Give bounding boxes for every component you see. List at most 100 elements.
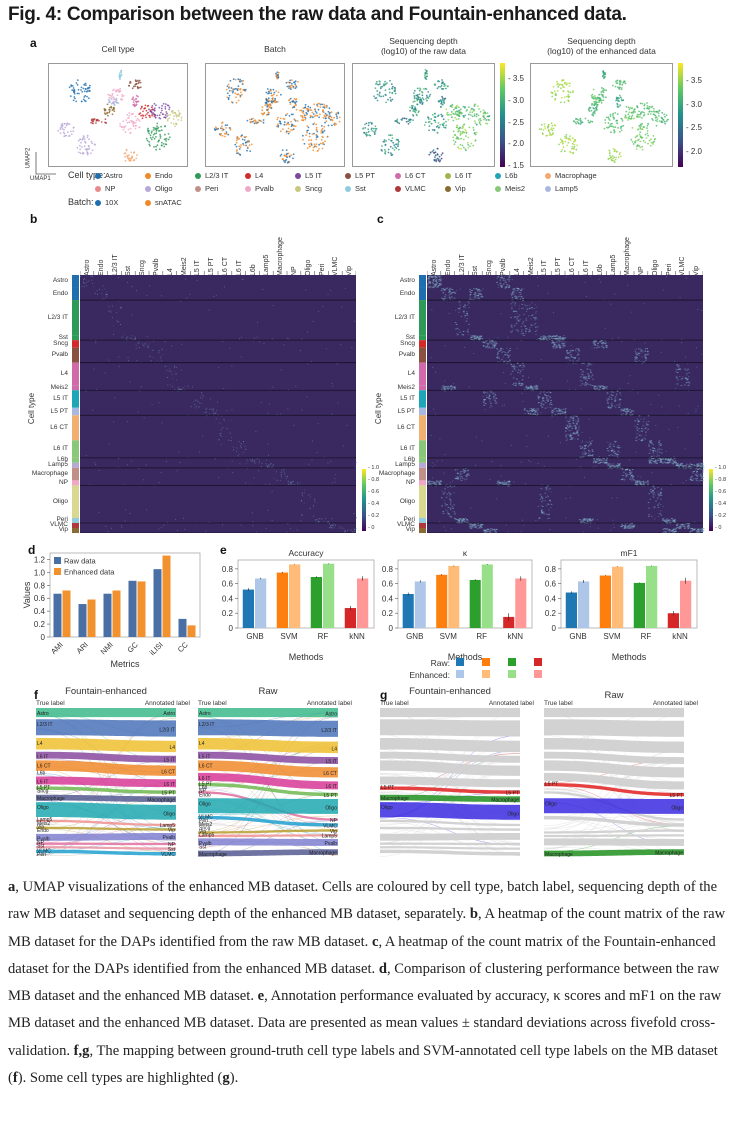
heatmap-cell <box>124 484 126 486</box>
umap-point <box>565 83 568 86</box>
umap-point <box>112 102 115 104</box>
heatmap-cell <box>490 343 493 345</box>
heatmap-cell <box>351 347 353 348</box>
umap-point <box>65 124 68 127</box>
heatmap-cell <box>630 390 631 392</box>
heatmap-cell <box>614 398 616 400</box>
heatmap-cell <box>120 307 122 309</box>
heatmap-column-ticks <box>427 271 703 275</box>
heatmap-cell <box>135 343 137 345</box>
legend-dot <box>95 200 101 207</box>
heatmap-cell <box>531 302 533 304</box>
umap-point <box>307 105 310 108</box>
umap-point <box>178 112 181 114</box>
umap-point <box>277 116 279 119</box>
heatmap-cell <box>572 433 574 435</box>
heatmap-cell <box>163 524 165 526</box>
umap-point <box>164 125 166 128</box>
umap-point <box>618 100 620 102</box>
heatmap-cell <box>522 365 525 366</box>
umap-point <box>633 108 636 111</box>
heatmap-cell <box>260 402 262 404</box>
umap-point <box>306 147 309 149</box>
umap-point <box>373 95 375 98</box>
heatmap-cell <box>83 282 84 284</box>
heatmap-cell <box>450 388 453 390</box>
umap-point <box>165 111 168 113</box>
heatmap-cell <box>527 387 529 389</box>
umap-point <box>459 130 462 133</box>
heatmap-cell <box>678 364 680 366</box>
heatmap-cell <box>147 346 149 348</box>
heatmap-cell <box>619 392 621 394</box>
heatmap-cell <box>597 344 599 346</box>
heatmap-cell <box>504 360 507 362</box>
heatmap-cell <box>215 294 217 296</box>
umap-point <box>395 138 398 141</box>
heatmap-cell <box>568 422 570 424</box>
heatmap-cell <box>635 352 637 354</box>
legend-item-cell-type: L6 IT <box>445 171 472 180</box>
heatmap-cell <box>224 420 226 422</box>
heatmap-cell <box>468 386 470 388</box>
heatmap-cell <box>592 385 595 387</box>
heatmap-cell <box>131 314 133 316</box>
umap-point <box>315 123 318 126</box>
umap-point <box>113 110 116 113</box>
umap-point <box>126 156 129 159</box>
umap-point <box>318 143 320 146</box>
heatmap-cell <box>610 450 613 452</box>
heatmap-cell <box>610 394 613 396</box>
heatmap-cell <box>445 386 447 388</box>
heatmap-cell <box>608 405 610 407</box>
umap-plot <box>48 63 188 167</box>
umap-point <box>155 148 158 151</box>
legend-label: L4 <box>255 171 264 180</box>
heatmap-cell <box>507 351 509 353</box>
umap-point <box>226 96 229 99</box>
umap-point <box>393 149 396 151</box>
umap-point <box>315 133 318 136</box>
umap-point <box>270 107 273 110</box>
heatmap-cell <box>591 347 593 349</box>
umap-point <box>469 111 471 114</box>
heatmap-cell <box>636 433 638 435</box>
umap-point <box>549 128 552 131</box>
umap-point <box>643 103 646 106</box>
heatmap-cell <box>267 509 269 511</box>
heatmap-cell <box>568 358 570 360</box>
umap-point <box>467 144 470 146</box>
umap-point <box>172 123 175 125</box>
heatmap-cell <box>450 390 453 392</box>
heatmap-cell <box>668 429 670 430</box>
umap-point <box>111 109 114 111</box>
heatmap-cell <box>537 407 539 409</box>
umap-point <box>281 149 284 151</box>
heatmap-cell <box>341 527 343 529</box>
heatmap-cell <box>220 443 222 445</box>
heatmap-cell <box>557 346 559 348</box>
heatmap-cell <box>551 340 554 342</box>
heatmap-cell <box>433 285 435 287</box>
umap-point <box>572 90 574 92</box>
umap-point <box>426 72 429 75</box>
umap-point <box>91 149 94 152</box>
umap-point <box>289 131 291 133</box>
umap-point <box>391 85 394 88</box>
heatmap-cell <box>629 409 631 410</box>
heatmap-cell <box>462 334 465 336</box>
heatmap-cell <box>626 408 629 410</box>
umap-point <box>337 112 340 115</box>
heatmap-cell <box>558 340 561 342</box>
heatmap-cell <box>310 361 312 363</box>
umap-point <box>652 113 655 115</box>
umap-point <box>600 99 603 102</box>
heatmap-cell <box>530 409 533 411</box>
heatmap-cell <box>118 321 120 323</box>
row-color-bar <box>419 300 426 336</box>
umap-point <box>418 100 421 102</box>
row-color-bar <box>419 275 426 288</box>
heatmap-cell <box>517 290 519 292</box>
heatmap-cell <box>178 386 179 388</box>
heatmap-cell <box>585 381 587 383</box>
